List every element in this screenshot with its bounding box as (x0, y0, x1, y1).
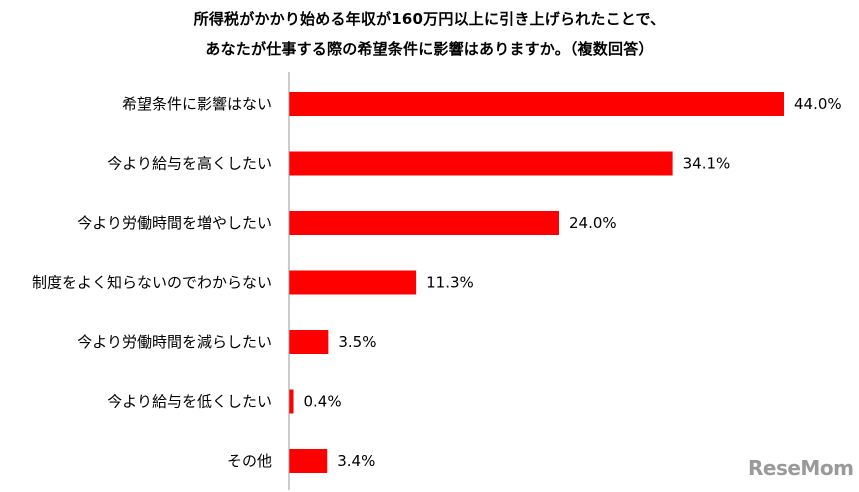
chart-title-line1: 所得税がかかり始める年収が160万円以上に引き上げられたことで、 (193, 10, 666, 28)
value-label: 24.0% (569, 214, 617, 232)
bar (289, 330, 329, 354)
value-label: 3.5% (338, 333, 376, 351)
bar (289, 151, 673, 176)
chart-title-line2: あなたが仕事する際の希望条件に影響はありますか。（複数回答） (205, 40, 654, 58)
category-label: その他 (227, 452, 272, 470)
bar (289, 92, 784, 116)
value-label: 3.4% (337, 452, 375, 470)
category-label: 今より給与を高くしたい (107, 155, 272, 173)
bar (289, 211, 559, 235)
bar (289, 449, 328, 473)
value-label: 44.0% (794, 95, 842, 113)
value-label: 11.3% (426, 274, 474, 292)
category-label: 今より労働時間を増やしたい (77, 214, 272, 232)
bar (289, 389, 294, 414)
category-label: 今より給与を低くしたい (107, 393, 272, 411)
bar (289, 270, 417, 295)
category-label: 希望条件に影響はない (122, 95, 272, 113)
category-label: 制度をよく知らないのでわからない (32, 274, 272, 292)
bars-group: 希望条件に影響はない 44.0% 今より給与を高くしたい 34.1% 今より労働時間を増… (32, 92, 842, 473)
category-label: 今より労働時間を減らしたい (77, 333, 272, 351)
value-label: 0.4% (304, 393, 342, 411)
resemom-logo: ReseMom (748, 456, 854, 480)
value-label: 34.1% (683, 155, 731, 173)
